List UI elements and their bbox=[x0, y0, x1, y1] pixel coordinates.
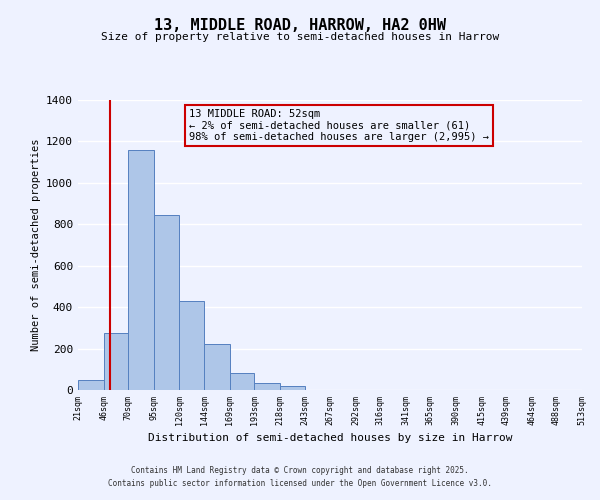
Text: Contains HM Land Registry data © Crown copyright and database right 2025.
Contai: Contains HM Land Registry data © Crown c… bbox=[108, 466, 492, 487]
Bar bbox=[230, 374, 254, 390]
Text: 13 MIDDLE ROAD: 52sqm
← 2% of semi-detached houses are smaller (61)
98% of semi-: 13 MIDDLE ROAD: 52sqm ← 2% of semi-detac… bbox=[189, 108, 489, 142]
Bar bbox=[78, 380, 104, 390]
X-axis label: Distribution of semi-detached houses by size in Harrow: Distribution of semi-detached houses by … bbox=[148, 433, 512, 443]
Text: 13, MIDDLE ROAD, HARROW, HA2 0HW: 13, MIDDLE ROAD, HARROW, HA2 0HW bbox=[154, 18, 446, 32]
Bar bbox=[179, 301, 204, 390]
Bar bbox=[204, 344, 230, 390]
Y-axis label: Number of semi-detached properties: Number of semi-detached properties bbox=[31, 138, 41, 352]
Bar bbox=[154, 215, 179, 390]
Bar bbox=[128, 150, 154, 390]
Text: Size of property relative to semi-detached houses in Harrow: Size of property relative to semi-detach… bbox=[101, 32, 499, 42]
Bar bbox=[280, 386, 305, 390]
Bar bbox=[104, 333, 128, 390]
Bar bbox=[254, 383, 280, 390]
